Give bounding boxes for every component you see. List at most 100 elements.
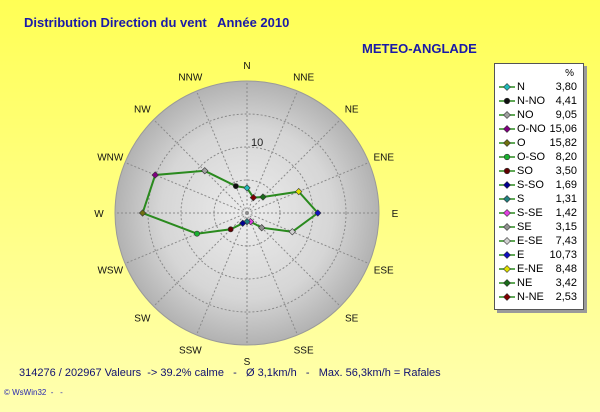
- legend-swatch-no: [499, 111, 515, 119]
- legend-value: 15,06: [549, 123, 577, 135]
- legend-label: O: [517, 137, 526, 149]
- legend-label: E: [517, 249, 525, 261]
- grid-spoke: [124, 212, 248, 264]
- legend-value: 1,42: [555, 207, 577, 219]
- legend-label: SE: [517, 221, 532, 233]
- direction-label-wnw: WNW: [97, 152, 124, 163]
- legend-label: NO: [517, 109, 534, 121]
- legend: % N 3,80 N-NO 4,41 NO 9,05 O-NO 15,06 O 15,82 O-SO…: [494, 63, 584, 310]
- legend-label: S-SO: [517, 179, 544, 191]
- legend-swatch-so: [499, 167, 515, 175]
- legend-value: 1,31: [555, 193, 577, 205]
- legend-item-no: NO 9,05: [495, 108, 583, 122]
- direction-label-nw: NW: [134, 104, 151, 115]
- direction-label-ssw: SSW: [179, 346, 202, 357]
- legend-item-s-so: S-SO 1,69: [495, 178, 583, 192]
- marker-s-so: [239, 219, 247, 227]
- legend-value: 3,42: [555, 277, 577, 289]
- chart-title: Distribution Direction du vent Année 201…: [24, 15, 290, 30]
- legend-value: 9,05: [555, 109, 577, 121]
- legend-swatch-o-no: [499, 125, 515, 133]
- direction-label-w: W: [94, 209, 104, 220]
- direction-label-n: N: [243, 61, 250, 72]
- legend-item-so: SO 3,50: [495, 164, 583, 178]
- legend-value: 4,41: [555, 95, 577, 107]
- marker-o-no: [151, 171, 159, 179]
- legend-label: E-SE: [517, 235, 543, 247]
- legend-swatch-s-so: [499, 181, 515, 189]
- legend-item-e-ne: E-NE 8,48: [495, 262, 583, 276]
- station-name: METEO-ANGLADE: [362, 41, 477, 56]
- marker-s: [243, 218, 251, 226]
- legend-value: 15,82: [549, 137, 577, 149]
- grid-spoke: [246, 212, 298, 336]
- marker-e: [314, 209, 322, 217]
- legend-label: O-NO: [517, 123, 546, 135]
- legend-swatch-e-ne: [499, 265, 515, 273]
- marker-e-ne: [295, 187, 303, 196]
- legend-item-s-se: S-SE 1,42: [495, 206, 583, 220]
- legend-label: SO: [517, 165, 533, 177]
- credit-text: © WsWin32 - -: [4, 388, 63, 397]
- legend-item-e: E 10,73: [495, 248, 583, 262]
- legend-label: O-SO: [517, 151, 546, 163]
- marker-n-ne: [249, 193, 258, 202]
- grid-spoke: [124, 162, 248, 214]
- marker-se: [258, 224, 266, 232]
- legend-item-o-so: O-SO 8,20: [495, 150, 583, 164]
- legend-label: N-NO: [517, 95, 546, 107]
- legend-item-se: SE 3,15: [495, 220, 583, 234]
- legend-value: 10,73: [549, 249, 577, 261]
- marker-so: [227, 226, 234, 233]
- legend-swatch-n-no: [499, 97, 515, 105]
- legend-swatch-o: [499, 139, 515, 147]
- legend-value: 1,69: [555, 179, 577, 191]
- legend-item-o-no: O-NO 15,06: [495, 122, 583, 136]
- legend-swatch-s-se: [499, 209, 515, 217]
- legend-label: S-SE: [517, 207, 543, 219]
- direction-label-nnw: NNW: [178, 72, 202, 83]
- marker-n-no: [232, 183, 239, 190]
- legend-value: 2,53: [555, 291, 577, 303]
- legend-swatch-se: [499, 223, 515, 231]
- legend-swatch-e-se: [499, 237, 515, 245]
- grid-spoke: [246, 212, 370, 264]
- legend-swatch-n-ne: [499, 293, 515, 301]
- direction-label-wsw: WSW: [97, 266, 123, 277]
- direction-label-ene: ENE: [373, 152, 394, 163]
- marker-o: [138, 209, 147, 217]
- legend-item-o: O 15,82: [495, 136, 583, 150]
- marker-no: [201, 167, 209, 175]
- marker-ne: [259, 193, 267, 201]
- legend-item-n-ne: N-NE 2,53: [495, 290, 583, 304]
- legend-swatch-ne: [499, 279, 515, 287]
- legend-label: S: [517, 193, 525, 205]
- direction-label-sw: SW: [134, 314, 151, 325]
- grid-spoke: [246, 90, 298, 214]
- legend-label: N: [517, 81, 525, 93]
- grid-spoke: [153, 119, 248, 214]
- legend-item-n-no: N-NO 4,41: [495, 94, 583, 108]
- legend-item-s: S 1,31: [495, 192, 583, 206]
- legend-header: %: [565, 68, 574, 79]
- direction-label-s: S: [244, 357, 251, 368]
- legend-label: E-NE: [517, 263, 544, 275]
- grid-spoke: [196, 212, 248, 336]
- legend-swatch-o-so: [499, 153, 515, 161]
- direction-label-ese: ESE: [374, 266, 394, 277]
- legend-swatch-e: [499, 251, 515, 259]
- legend-value: 3,15: [555, 221, 577, 233]
- direction-label-sse: SSE: [294, 346, 314, 357]
- direction-label-nne: NNE: [293, 72, 314, 83]
- legend-value: 7,43: [555, 235, 577, 247]
- grid-ring: [147, 113, 347, 313]
- direction-label-ne: NE: [345, 104, 359, 115]
- legend-label: NE: [517, 277, 533, 289]
- direction-label-se: SE: [345, 314, 359, 325]
- legend-value: 8,48: [555, 263, 577, 275]
- legend-value: 8,20: [555, 151, 577, 163]
- legend-item-n: N 3,80: [495, 80, 583, 94]
- footer-summary: 314276 / 202967 Valeurs -> 39.2% calme -…: [19, 367, 441, 379]
- legend-swatch-s: [499, 195, 515, 203]
